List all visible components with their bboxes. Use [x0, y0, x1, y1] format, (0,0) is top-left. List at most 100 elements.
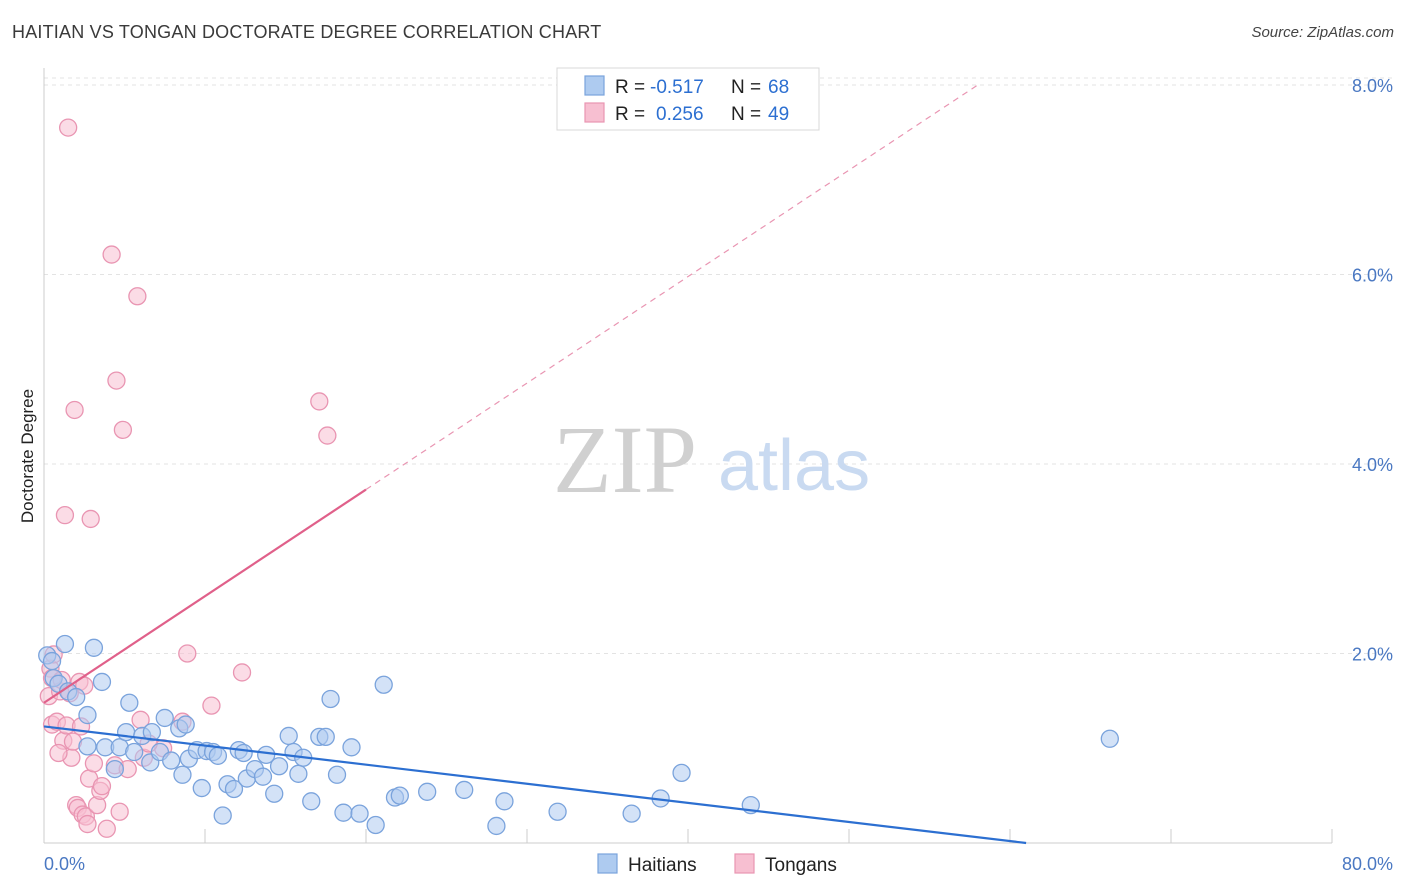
tongans-point-42 [202, 696, 221, 715]
haitians-point-61 [487, 816, 506, 836]
haitians-point-47 [302, 792, 321, 811]
haitians-point-62 [495, 792, 514, 811]
x-tick-label-0: 0.0% [44, 854, 85, 874]
y-axis-label: Doctorate Degree [18, 389, 37, 523]
stats-legend: R = -0.517 N = 68 R = 0.256 N = 49 [556, 67, 820, 131]
haitians-point-59 [418, 782, 437, 801]
haitians-point-8 [84, 638, 104, 657]
haitians-point-32 [213, 806, 232, 825]
y-tick-label-2: 2.0% [1352, 644, 1393, 664]
haitians-point-53 [342, 738, 361, 757]
chart-title: HAITIAN VS TONGAN DOCTORATE DEGREE CORRE… [12, 22, 602, 42]
haitians-points [38, 634, 1119, 836]
haitians-point-52 [334, 803, 353, 822]
haitians-n-label: N = [731, 77, 761, 98]
tongans-trend-extension [365, 84, 979, 491]
watermark-zip: ZIP [553, 406, 697, 513]
haitians-point-50 [321, 689, 340, 709]
haitians-point-68 [1100, 729, 1119, 748]
tongans-point-45 [318, 426, 337, 445]
haitians-point-54 [350, 804, 369, 823]
tongans-n-label: N = [731, 104, 761, 125]
haitians-point-39 [253, 767, 273, 786]
haitians-point-24 [173, 765, 192, 784]
haitians-point-51 [327, 765, 347, 784]
haitians-point-31 [208, 746, 228, 765]
tongans-point-14 [65, 400, 84, 420]
haitians-point-22 [162, 751, 181, 770]
haitians-n-value: 68 [768, 77, 789, 98]
haitians-r-label: R = [615, 77, 645, 98]
gridlines [44, 77, 1392, 654]
y-tick-label-8: 8.0% [1352, 76, 1393, 96]
tongans-r-value: 0.256 [656, 104, 704, 125]
haitians-r-value: -0.517 [650, 77, 704, 98]
tongans-point-22 [78, 814, 97, 834]
haitians-point-21 [155, 708, 174, 728]
tongans-point-9 [55, 505, 75, 525]
haitians-point-42 [269, 757, 289, 776]
haitians-point-6 [67, 687, 86, 707]
haitians-point-66 [672, 763, 691, 783]
haitians-point-55 [366, 815, 385, 835]
haitians-point-36 [234, 743, 253, 763]
legend-haitians-label: Haitians [628, 855, 697, 876]
haitians-point-7 [78, 705, 97, 725]
haitians-point-12 [105, 759, 124, 779]
haitians-point-43 [279, 726, 298, 746]
haitians-point-16 [125, 742, 144, 762]
watermark-atlas: atlas [718, 426, 870, 506]
haitians-point-60 [455, 780, 474, 800]
tongans-point-28 [92, 776, 112, 796]
legend-tongans-swatch [734, 853, 755, 874]
tongans-point-47 [49, 743, 68, 763]
haitians-point-4 [55, 634, 75, 654]
haitians-point-25 [176, 715, 195, 734]
x-tick-labels: 0.0% 80.0% [44, 854, 1393, 874]
series-legend: Haitians Tongans [597, 853, 837, 876]
haitians-point-10 [78, 737, 97, 756]
tongans-point-30 [102, 245, 121, 264]
tongans-point-41 [178, 644, 197, 663]
haitians-point-34 [224, 779, 244, 799]
haitians-point-63 [548, 802, 567, 821]
haitians-swatch [584, 75, 605, 96]
haitians-point-28 [192, 778, 211, 798]
haitians-point-56 [374, 675, 393, 694]
tongans-point-44 [310, 392, 329, 411]
tongans-swatch [584, 102, 605, 123]
tongans-trend-line [43, 488, 367, 704]
haitians-point-14 [116, 722, 136, 742]
haitians-point-64 [622, 804, 641, 823]
y-tick-labels: 2.0% 4.0% 6.0% 8.0% [1352, 76, 1393, 665]
trend-lines [43, 84, 1027, 845]
tongans-point-24 [81, 509, 100, 529]
tongans-r-label: R = [615, 104, 645, 125]
x-tick-label-80: 80.0% [1342, 854, 1393, 874]
haitians-point-1 [42, 651, 62, 671]
tongans-point-11 [59, 118, 78, 137]
legend-haitians-swatch [597, 853, 618, 874]
source-label: Source: ZipAtlas.com [1251, 24, 1394, 41]
tongans-point-32 [107, 371, 126, 390]
tongans-point-33 [110, 802, 129, 821]
haitians-point-41 [265, 784, 284, 803]
haitians-point-45 [289, 764, 308, 783]
tongans-point-25 [84, 754, 104, 773]
y-tick-label-4: 4.0% [1352, 455, 1393, 475]
y-tick-label-6: 6.0% [1352, 265, 1393, 285]
haitians-point-49 [316, 727, 335, 747]
haitians-trend-line [43, 725, 1027, 845]
haitians-point-19 [142, 722, 162, 742]
tongans-point-34 [113, 420, 133, 440]
haitians-point-15 [120, 693, 139, 712]
legend-tongans-label: Tongans [765, 855, 837, 876]
tongans-point-36 [128, 287, 147, 306]
tongans-point-43 [232, 663, 252, 682]
haitians-point-9 [92, 672, 112, 692]
tongans-n-value: 49 [768, 104, 789, 125]
tongans-point-29 [97, 819, 116, 838]
haitians-point-58 [390, 786, 409, 805]
x-axis-ticks [204, 829, 1333, 843]
